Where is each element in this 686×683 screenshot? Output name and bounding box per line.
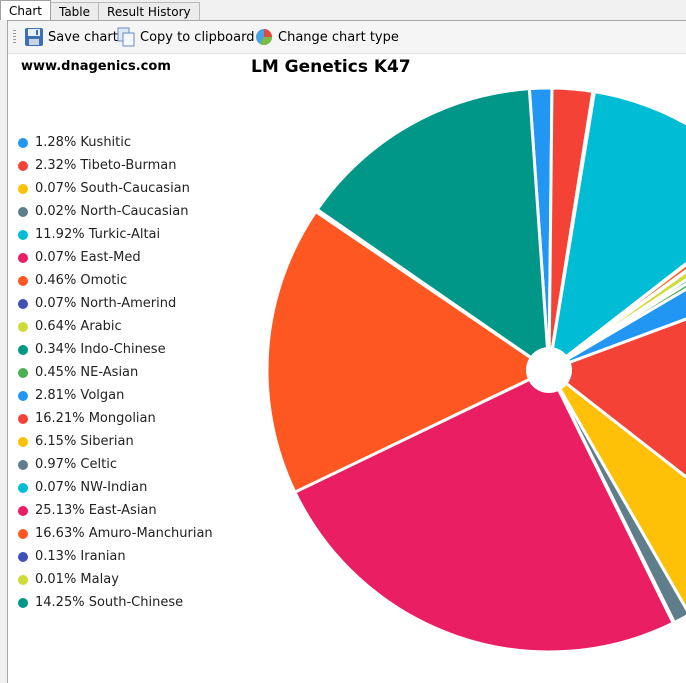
legend-swatch bbox=[18, 298, 28, 309]
pie-slice[interactable] bbox=[292, 368, 676, 654]
pie-slice[interactable] bbox=[546, 89, 686, 374]
legend-label: 0.64% Arabic bbox=[35, 319, 122, 334]
save-chart-button[interactable]: Save chart bbox=[24, 25, 118, 49]
save-chart-label: Save chart bbox=[48, 29, 118, 45]
legend-swatch bbox=[18, 436, 28, 447]
copy-to-clipboard-label: Copy to clipboard bbox=[140, 29, 255, 45]
tab-strip: Chart Table Result History bbox=[0, 0, 200, 20]
legend-swatch bbox=[18, 160, 28, 171]
legend-label: 2.81% Volgan bbox=[35, 388, 125, 403]
legend-label: 0.07% NW-Indian bbox=[35, 480, 148, 495]
legend-swatch bbox=[18, 574, 28, 585]
toolbar: Save chart Copy to clipboard Change char… bbox=[8, 21, 686, 54]
legend-label: 0.46% Omotic bbox=[35, 273, 128, 288]
legend-item: 0.02% North-Caucasian bbox=[18, 200, 213, 223]
legend-swatch bbox=[18, 183, 28, 194]
legend-item: 16.63% Amuro-Manchurian bbox=[18, 522, 213, 545]
legend-item: 11.92% Turkic-Altai bbox=[18, 223, 213, 246]
legend-label: 0.97% Celtic bbox=[35, 457, 117, 472]
legend-swatch bbox=[18, 390, 28, 401]
legend-label: 1.28% Kushitic bbox=[35, 135, 132, 150]
legend-label: 11.92% Turkic-Altai bbox=[35, 227, 161, 242]
legend-swatch bbox=[18, 413, 28, 424]
legend-label: 0.01% Malay bbox=[35, 572, 119, 587]
legend-label: 0.13% Iranian bbox=[35, 549, 126, 564]
legend-swatch bbox=[18, 252, 28, 263]
tab-table[interactable]: Table bbox=[49, 2, 100, 20]
pie-center-hole bbox=[526, 347, 572, 393]
legend-item: 0.64% Arabic bbox=[18, 315, 213, 338]
pie-slice[interactable] bbox=[545, 272, 686, 544]
legend-label: 6.15% Siberian bbox=[35, 434, 134, 449]
copy-to-clipboard-button[interactable]: Copy to clipboard bbox=[116, 25, 254, 49]
change-chart-type-button[interactable]: Change chart type bbox=[254, 25, 399, 49]
legend-swatch bbox=[18, 551, 28, 562]
legend-item: 14.25% South-Chinese bbox=[18, 591, 213, 614]
legend-swatch bbox=[18, 482, 28, 493]
legend-item: 0.07% East-Med bbox=[18, 246, 213, 269]
legend-label: 0.07% East-Med bbox=[35, 250, 141, 265]
legend-item: 0.13% Iranian bbox=[18, 545, 213, 568]
legend-swatch bbox=[18, 229, 28, 240]
chart-title: LM Genetics K47 bbox=[251, 57, 411, 77]
change-chart-type-label: Change chart type bbox=[278, 29, 399, 45]
legend-item: 0.01% Malay bbox=[18, 568, 213, 591]
legend-label: 16.63% Amuro-Manchurian bbox=[35, 526, 213, 541]
legend-label: 0.45% NE-Asian bbox=[35, 365, 139, 380]
legend-item: 25.13% East-Asian bbox=[18, 499, 213, 522]
legend-item: 0.07% NW-Indian bbox=[18, 476, 213, 499]
legend-swatch bbox=[18, 321, 28, 332]
legend-swatch bbox=[18, 344, 28, 355]
legend-item: 0.45% NE-Asian bbox=[18, 361, 213, 384]
legend-item: 0.07% North-Amerind bbox=[18, 292, 213, 315]
tab-chart[interactable]: Chart bbox=[0, 0, 51, 20]
legend-item: 1.28% Kushitic bbox=[18, 131, 213, 154]
legend-item: 16.21% Mongolian bbox=[18, 407, 213, 430]
legend-label: 0.02% North-Caucasian bbox=[35, 204, 189, 219]
legend-item: 2.81% Volgan bbox=[18, 384, 213, 407]
legend-label: 25.13% East-Asian bbox=[35, 503, 157, 518]
copy-icon bbox=[117, 27, 135, 47]
tab-result-history[interactable]: Result History bbox=[98, 2, 200, 20]
legend-item: 0.34% Indo-Chinese bbox=[18, 338, 213, 361]
legend-swatch bbox=[18, 206, 28, 217]
legend-label: 16.21% Mongolian bbox=[35, 411, 156, 426]
legend-item: 6.15% Siberian bbox=[18, 430, 213, 453]
legend-item: 2.32% Tibeto-Burman bbox=[18, 154, 213, 177]
chart-panel: Save chart Copy to clipboard Change char… bbox=[7, 20, 686, 683]
legend-label: 0.07% North-Amerind bbox=[35, 296, 177, 311]
legend-label: 0.34% Indo-Chinese bbox=[35, 342, 166, 357]
toolbar-grip-icon[interactable] bbox=[13, 30, 16, 44]
legend-swatch bbox=[18, 367, 28, 378]
legend-label: 2.32% Tibeto-Burman bbox=[35, 158, 177, 173]
legend-swatch bbox=[18, 275, 28, 286]
pie-slice[interactable] bbox=[315, 87, 551, 374]
legend-swatch bbox=[18, 459, 28, 470]
legend-item: 0.07% South-Caucasian bbox=[18, 177, 213, 200]
website-label: www.dnagenics.com bbox=[21, 59, 171, 74]
legend-item: 0.97% Celtic bbox=[18, 453, 213, 476]
chart-legend: 1.28% Kushitic 2.32% Tibeto-Burman 0.07% S… bbox=[18, 131, 213, 614]
floppy-disk-icon bbox=[25, 28, 43, 46]
pie-chart bbox=[265, 86, 686, 654]
legend-label: 0.07% South-Caucasian bbox=[35, 181, 190, 196]
pie-chart-icon bbox=[256, 29, 273, 46]
legend-swatch bbox=[18, 505, 28, 516]
legend-swatch bbox=[18, 528, 28, 539]
legend-swatch bbox=[18, 137, 28, 148]
legend-item: 0.46% Omotic bbox=[18, 269, 213, 292]
legend-label: 14.25% South-Chinese bbox=[35, 595, 184, 610]
pie-slice[interactable] bbox=[265, 209, 552, 495]
legend-swatch bbox=[18, 597, 28, 608]
